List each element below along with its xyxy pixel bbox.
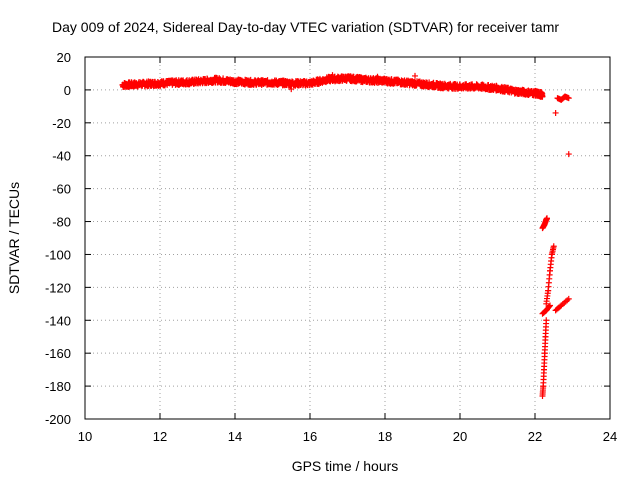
x-tick-label: 12 xyxy=(153,429,167,444)
y-tick-label: -140 xyxy=(45,313,71,328)
data-point xyxy=(547,302,553,309)
data-point xyxy=(412,72,418,79)
x-tick-label: 24 xyxy=(603,429,617,444)
y-tick-label: -100 xyxy=(45,247,71,262)
data-point xyxy=(552,109,559,116)
plot-frame xyxy=(84,56,611,420)
y-tick-label: -40 xyxy=(52,149,71,164)
data-point xyxy=(329,72,336,79)
x-tick-label: 18 xyxy=(378,429,392,444)
x-tick-label: 22 xyxy=(528,429,542,444)
x-tick-label: 14 xyxy=(228,429,242,444)
chart-title: Day 009 of 2024, Sidereal Day-to-day VTE… xyxy=(52,19,559,35)
data-point xyxy=(565,295,572,302)
data-point xyxy=(539,93,546,100)
y-tick-labels: 20 0 -20 -40 -60 -80 -100 -120 -140 -160 -180 -200 xyxy=(45,50,71,427)
data-point xyxy=(565,151,572,158)
y-tick-label: -60 xyxy=(52,182,71,197)
x-axis-label: GPS time / hours xyxy=(292,458,399,474)
y-tick-label: -180 xyxy=(45,379,71,394)
data-point xyxy=(543,317,550,324)
y-tick-label: -120 xyxy=(45,280,71,295)
data-point xyxy=(374,73,381,80)
data-point xyxy=(544,215,550,222)
y-tick-label: 0 xyxy=(64,83,71,98)
x-tick-label: 16 xyxy=(303,429,317,444)
y-tick-label: -80 xyxy=(52,215,71,230)
data-points xyxy=(119,72,572,399)
y-tick-label: 20 xyxy=(57,50,71,65)
x-tick-label: 20 xyxy=(453,429,467,444)
data-point xyxy=(228,79,235,86)
data-point xyxy=(550,243,557,250)
x-tick-labels: 10 12 14 16 18 20 22 24 xyxy=(78,429,617,444)
y-tick-label: -20 xyxy=(52,116,71,131)
y-axis-label: SDTVAR / TECUs xyxy=(6,182,22,294)
data-point xyxy=(288,86,295,93)
data-point xyxy=(546,303,553,310)
y-tick-label: -200 xyxy=(45,412,71,427)
data-point xyxy=(565,95,572,102)
grid xyxy=(85,57,610,419)
x-tick-label: 10 xyxy=(78,429,92,444)
y-tick-label: -160 xyxy=(45,346,71,361)
